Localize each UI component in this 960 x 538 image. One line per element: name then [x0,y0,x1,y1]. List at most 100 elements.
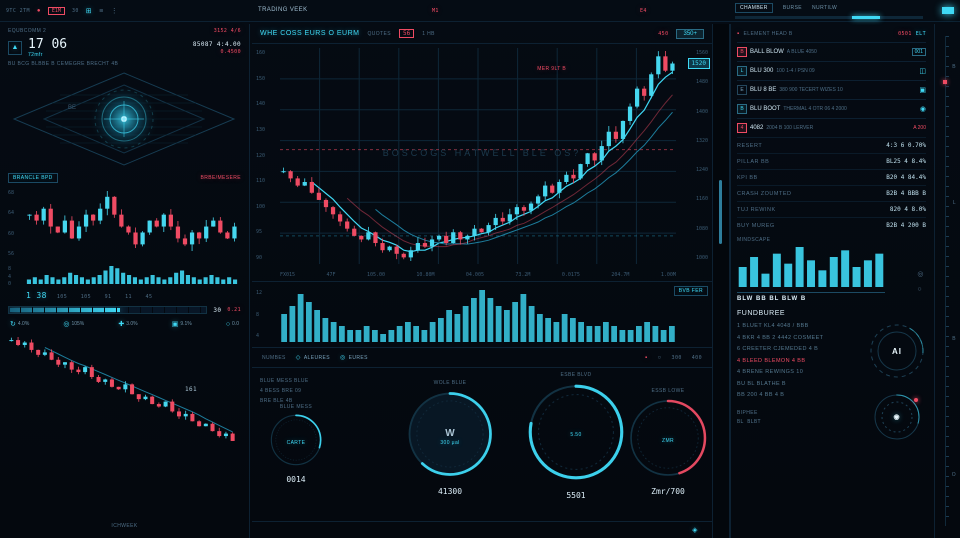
ticker-icon: B [737,104,747,114]
price-value: 17 06 [28,37,68,52]
tab-eures[interactable]: ◎ EURES [339,354,368,362]
tab-nurtilw[interactable]: NURTILW [812,5,838,11]
watchlist-row[interactable]: E BLU 8 BE 380 900 TECERT WIZES 10 ▣ [737,80,926,99]
legend-item[interactable]: ✚ 3.0% [118,320,137,328]
eye-icon[interactable]: ◉ [919,106,926,113]
main-chart-area[interactable]: 160 150 140 130 120 110 100 95 90 1560 1480 1400 13… [252,44,712,282]
ticker-name: BALL BLOW [750,49,784,55]
dots-icon[interactable]: ⋮ [110,8,119,15]
y-axis-label: 140 [256,101,266,108]
volume-section: 12 8 4 BVB FER [252,282,712,348]
gauge-label: WOLE BLUE [433,380,467,386]
status-chip [942,7,954,14]
y-axis-label: 1000 [695,254,708,261]
panel-title: EQUBCOMM 2 [8,28,47,34]
timeframe-label[interactable]: 1 HB [422,30,435,37]
right-panel-tabs: CHAMBER BURSE NURTILW [735,3,923,13]
legend-item[interactable]: ↻ 4.0% [10,320,29,328]
legend-item[interactable]: ○ 0.0 [226,320,239,328]
x-axis-label: 204.7M [611,272,630,278]
tabs-slider-thumb[interactable] [851,16,880,19]
volume-axis-label: 8 [256,311,260,318]
stat-row: CRASH ZOUMTED B2B 4 BBB B [737,185,926,201]
diamond-icon[interactable]: ◈ [692,527,698,534]
ticker-desc: 2004 B 100 LERVER [766,125,814,131]
progress-left-value: 30 [213,306,222,314]
tab-aleures[interactable]: ◇ ALEURES [295,354,330,362]
fund-section: FUNDBUREE 1 BLUET KL4 4048 / BBB 4 BKR 4 … [737,310,926,440]
mini-axis-label: 64 [8,210,15,217]
session-badge: E1M [47,7,65,15]
gauge-label: ESBE BLVD [560,372,592,378]
instrument-note: BU BCG BLBBE B CEMEGRE BRECHT 4B [8,61,119,67]
ruler-label: B [952,336,956,342]
mini-candle-chart-block: 68 64 60 56 [8,188,241,259]
ring-icon: ◎ [339,355,346,361]
alert-dot [914,398,918,402]
watchlist-row[interactable]: B BLU BOOT THERMAL 4 OTR 06 4 2000 ◉ [737,99,926,118]
symbol-title: WHE COSS EURS O EURM [260,30,360,37]
lock-icon[interactable]: ◫ [919,68,926,75]
hex-icon: ◇ [295,355,301,361]
gauge: ESSB LOWE ZMR Zmr/700 [626,388,710,496]
gauge-value: 0014 [286,475,306,484]
expand-button[interactable]: 350+ [676,28,704,39]
power-icon[interactable]: ● [36,8,41,14]
stat-circle-icon[interactable]: ○ [917,286,923,293]
grid-icon[interactable]: ⊞ [85,8,93,15]
mini-bar-chart [737,245,885,293]
tab-chamber[interactable]: CHAMBER [735,3,773,13]
fund-line: 1 BLUET KL4 4048 / BBB [737,323,809,329]
y-axis-label: 110 [256,178,266,185]
fund-title: FUNDBUREE [737,310,786,317]
legend-item[interactable]: ▣ 9.1% [172,320,192,328]
row-badge[interactable]: 001 [911,48,926,56]
tabs-slider[interactable] [735,16,923,19]
mini-chart-axis: 68 64 60 56 [8,188,24,259]
y-axis-label: 160 [256,50,266,56]
volume-tag[interactable]: BVB FER [673,286,708,296]
left-panel: EQUBCOMM 2 3152 4/6 ▲ 17 06 72mfr 85087 … [0,24,250,538]
x-axis-label: 0.0175 [561,272,580,278]
stat-value: 4:3 6 0.70% [886,142,926,149]
stat-400: 400 [691,354,702,361]
alert-square-icon[interactable]: ▪ [644,354,648,361]
watchlist-row[interactable]: 4 4082 2004 B 100 LERVER A 200 [737,118,926,137]
watchlist-row[interactable]: B BALL BLOW A BLUE 4050 001 [737,42,926,61]
radar-tag-left[interactable]: BRANCLE BPD [8,173,58,183]
gauge-sub: CARTE [286,440,306,446]
ruler-alert-dot [943,80,947,84]
box-icon[interactable]: ▣ [919,87,926,94]
stat-value: B20 4 84.4% [886,174,926,181]
scrollbar-thumb[interactable] [719,180,722,244]
legend-item[interactable]: ◎ 105% [63,320,84,328]
volume-axis-label: 12 [256,290,263,296]
brand-label: 9TC 2TM [6,8,30,14]
gauge-label: BLUE MESS [279,404,313,410]
ticker-name: BLU 300 [750,68,774,74]
main-candle-chart[interactable] [280,48,676,264]
watchlist: B BALL BLOW A BLUE 4050 001 L BLU 300 100 1-4 … [737,42,926,137]
stat-key: TUJ REWINK [737,206,776,213]
ticker-desc: 100 1-4 / PSN 09 [776,68,815,74]
x-axis-label: 10.80M [416,272,435,278]
fund-footer: BIPHEE [737,409,758,416]
stat-key: CRASH ZOUMTED [737,190,792,197]
stat-row: RESERT 4:3 6 0.70% [737,137,926,153]
change-value: 3152 4/6 [213,28,241,34]
row-badge[interactable]: A 200 [913,125,926,131]
watchlist-row[interactable]: L BLU 300 100 1-4 / PSN 09 ◫ [737,61,926,80]
gauge-sub: 5.50 [570,432,582,438]
alert-count-badge[interactable]: 56 [398,29,415,38]
menu-icon[interactable]: ≡ [99,7,104,15]
mini-axis-label: 60 [8,230,15,237]
ruler-label: L [952,200,956,206]
stat-ring-icon[interactable]: ◎ [917,271,924,278]
volume-histogram [280,288,676,342]
radar-label: BE [68,105,76,111]
ruler-label: O [951,472,956,478]
gauge-value: 41300 [437,487,463,496]
circle-icon[interactable]: ○ [657,354,662,361]
tab-burse[interactable]: BURSE [782,5,803,11]
